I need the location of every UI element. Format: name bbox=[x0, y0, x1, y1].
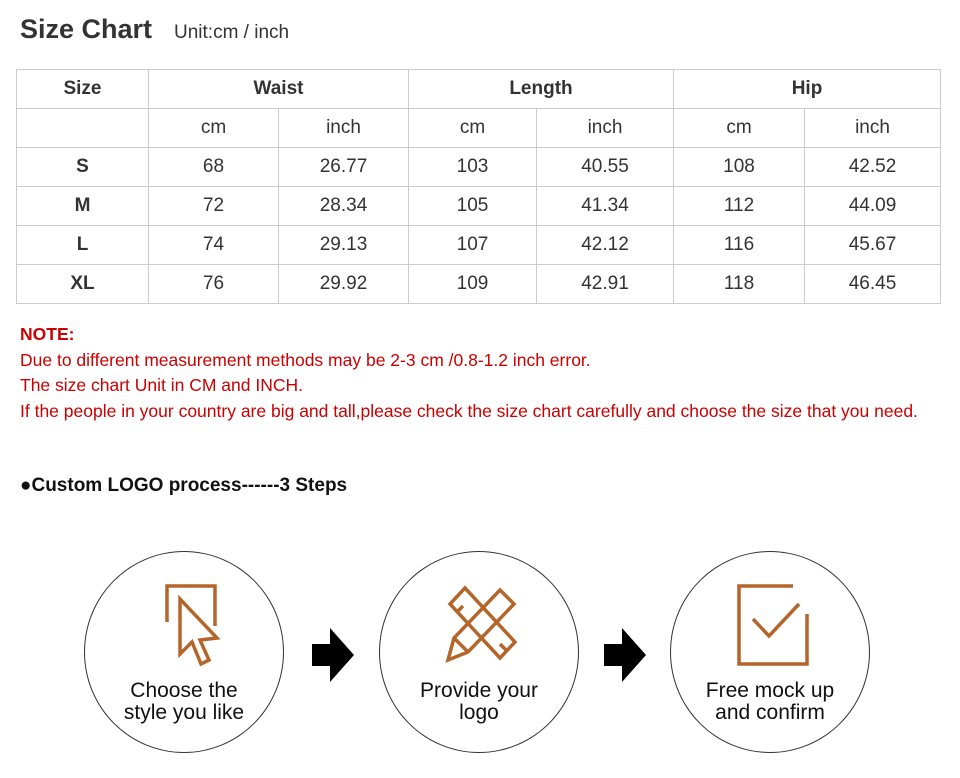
pencil-ruler-icon bbox=[445, 585, 518, 663]
value-cell: 29.13 bbox=[278, 225, 409, 265]
value-cell: 112 bbox=[673, 186, 805, 226]
note-line: Due to different measurement methods may… bbox=[20, 349, 591, 370]
header-size: Size bbox=[16, 69, 149, 109]
value-cell: 41.34 bbox=[536, 186, 674, 226]
subheader: cm bbox=[408, 108, 537, 148]
value-cell: 76 bbox=[148, 264, 279, 304]
value-cell: 42.91 bbox=[536, 264, 674, 304]
step-3: Free mock up and confirm bbox=[670, 551, 870, 753]
value-cell: 72 bbox=[148, 186, 279, 226]
page-title: Size Chart bbox=[20, 14, 153, 44]
cursor-click-icon bbox=[165, 584, 221, 667]
value-cell: 109 bbox=[408, 264, 537, 304]
value-cell: 45.67 bbox=[804, 225, 941, 265]
size-cell: XL bbox=[16, 264, 149, 304]
note-heading: NOTE: bbox=[20, 324, 75, 344]
step-2-text: Provide your logo bbox=[420, 679, 538, 724]
size-cell: L bbox=[16, 225, 149, 265]
table-subheader-row: cm inch cm inch cm inch bbox=[16, 108, 941, 148]
value-cell: 44.09 bbox=[804, 186, 941, 226]
value-cell: 26.77 bbox=[278, 147, 409, 187]
note-line: If the people in your country are big an… bbox=[20, 400, 918, 421]
value-cell: 29.92 bbox=[278, 264, 409, 304]
value-cell: 28.34 bbox=[278, 186, 409, 226]
subheader: cm bbox=[673, 108, 805, 148]
table-row: XL 76 29.92 109 42.91 118 46.45 bbox=[16, 264, 941, 304]
header-length: Length bbox=[408, 69, 674, 109]
value-cell: 68 bbox=[148, 147, 279, 187]
arrow-right-icon bbox=[604, 628, 646, 682]
size-cell: M bbox=[16, 186, 149, 226]
value-cell: 46.45 bbox=[804, 264, 941, 304]
subheader: inch bbox=[536, 108, 674, 148]
value-cell: 105 bbox=[408, 186, 537, 226]
arrow-right-icon bbox=[312, 628, 354, 682]
value-cell: 108 bbox=[673, 147, 805, 187]
table-row: L 74 29.13 107 42.12 116 45.67 bbox=[16, 225, 941, 265]
step-1: Choose the style you like bbox=[84, 551, 284, 753]
header-waist: Waist bbox=[148, 69, 409, 109]
custom-logo-title: ●Custom LOGO process------3 Steps bbox=[20, 475, 348, 496]
value-cell: 40.55 bbox=[536, 147, 674, 187]
table-header-row: Size Waist Length Hip bbox=[16, 69, 941, 109]
subheader: inch bbox=[804, 108, 941, 148]
table-row: M 72 28.34 105 41.34 112 44.09 bbox=[16, 186, 941, 226]
size-cell: S bbox=[16, 147, 149, 187]
value-cell: 42.52 bbox=[804, 147, 941, 187]
subheader: inch bbox=[278, 108, 409, 148]
note-line: The size chart Unit in CM and INCH. bbox=[20, 375, 304, 395]
value-cell: 74 bbox=[148, 225, 279, 265]
table-row: S 68 26.77 103 40.55 108 42.52 bbox=[16, 147, 941, 187]
value-cell: 42.12 bbox=[536, 225, 674, 265]
note-block: NOTE: Due to different measurement metho… bbox=[20, 322, 940, 424]
subheader: cm bbox=[148, 108, 279, 148]
value-cell: 118 bbox=[673, 264, 805, 304]
checkbox-icon bbox=[737, 584, 809, 666]
step-2: Provide your logo bbox=[379, 551, 579, 753]
step-1-text: Choose the style you like bbox=[123, 679, 245, 724]
header-hip: Hip bbox=[673, 69, 941, 109]
value-cell: 116 bbox=[673, 225, 805, 265]
step-3-text: Free mock up and confirm bbox=[705, 679, 835, 724]
subheader bbox=[16, 108, 149, 148]
unit-label: Unit:cm / inch bbox=[174, 22, 290, 43]
value-cell: 103 bbox=[408, 147, 537, 187]
value-cell: 107 bbox=[408, 225, 537, 265]
size-table: Size Waist Length Hip cm inch cm inch cm… bbox=[16, 69, 941, 304]
